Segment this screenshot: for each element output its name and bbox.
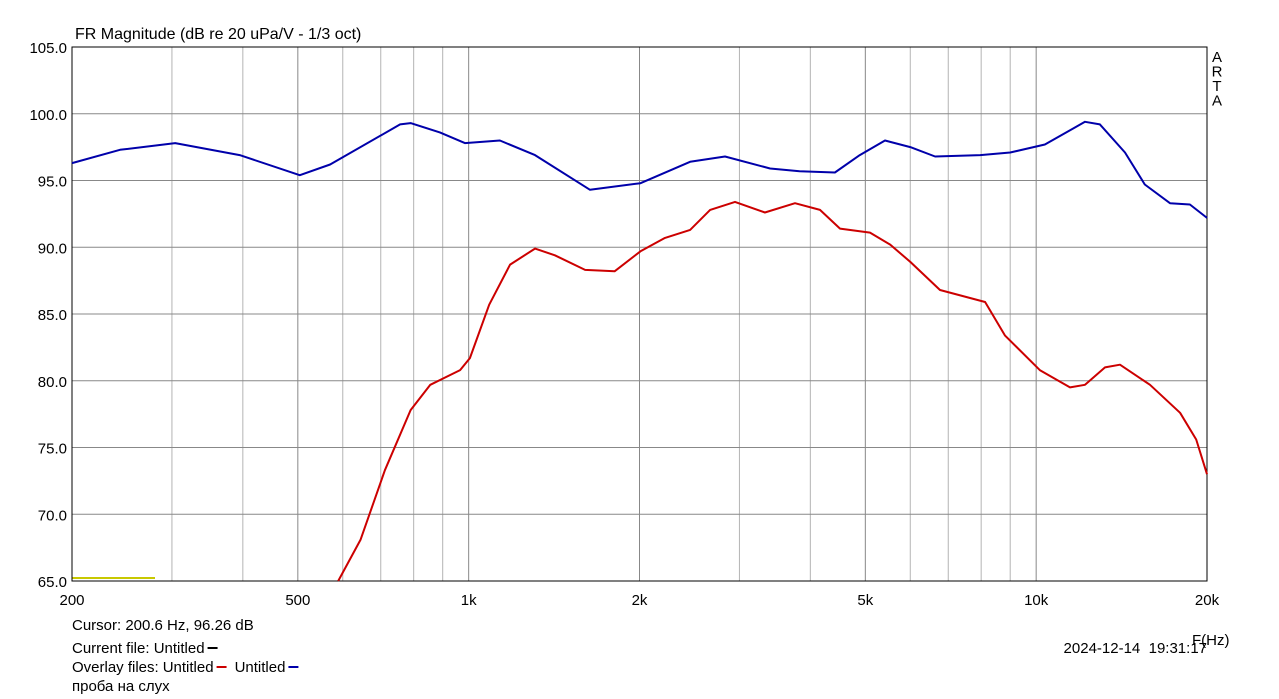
x-tick-label: 1k — [461, 592, 477, 609]
y-tick-label: 75.0 — [38, 441, 67, 458]
y-tick-label: 80.0 — [38, 374, 67, 391]
series-line — [71, 120, 1208, 219]
x-tick-label: 10k — [1024, 592, 1049, 609]
legend-entry: Untitled — [163, 659, 214, 676]
x-tick-label: 5k — [857, 592, 873, 609]
y-tick-label: 90.0 — [38, 240, 67, 257]
chart-title: FR Magnitude (dB re 20 uPa/V - 1/3 oct) — [75, 26, 361, 43]
current-file: Current file: Untitled — [72, 640, 205, 657]
legend-entry: Untitled — [235, 659, 286, 676]
note: проба на слух — [72, 678, 170, 695]
y-tick-label: 95.0 — [38, 174, 67, 191]
y-tick-label: 65.0 — [38, 574, 67, 591]
y-tick-label: 105.0 — [29, 40, 67, 57]
x-tick-label: 2k — [632, 592, 648, 609]
x-tick-label: 500 — [285, 592, 310, 609]
y-tick-label: 100.0 — [29, 107, 67, 124]
y-tick-label: 70.0 — [38, 507, 67, 524]
series-line — [337, 200, 1208, 582]
cursor-readout: Cursor: 200.6 Hz, 96.26 dB — [72, 617, 254, 634]
x-axis-label: F(Hz) — [1192, 632, 1230, 649]
plot-frame — [71, 46, 1208, 582]
timestamp: 2024-12-14 19:31:17 — [1064, 640, 1207, 657]
overlay-label: Overlay files: — [72, 659, 159, 676]
y-tick-label: 85.0 — [38, 307, 67, 324]
x-tick-label: 200 — [59, 592, 84, 609]
x-tick-label: 20k — [1195, 592, 1220, 609]
